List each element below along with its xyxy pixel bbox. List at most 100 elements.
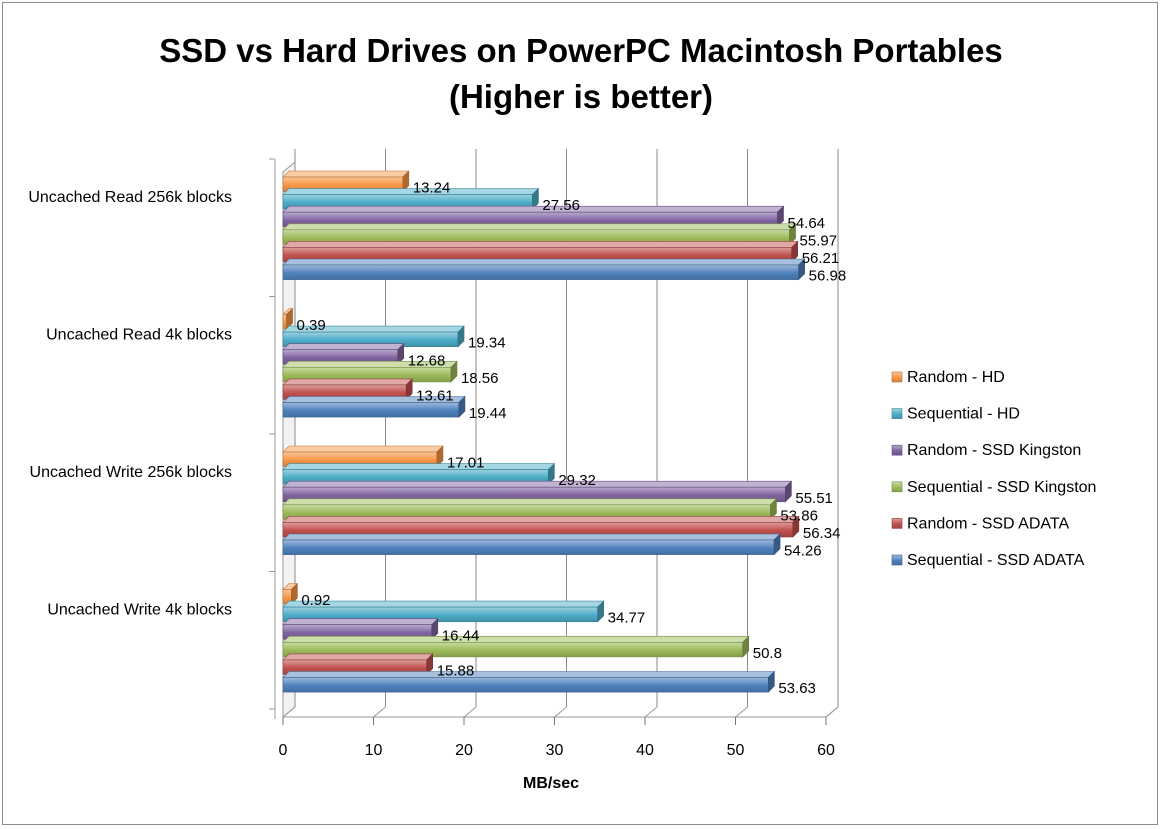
bar [282, 360, 458, 383]
bar-end [426, 653, 434, 676]
legend-label: Sequential - SSD ADATA [907, 552, 1085, 569]
bar [282, 258, 806, 281]
bar-top [282, 205, 785, 213]
bar-top [282, 480, 793, 488]
bar-end [785, 480, 792, 503]
data-label: 56.34 [803, 525, 841, 542]
bar-end [791, 240, 799, 263]
x-tick-label: 0 [279, 742, 288, 759]
bar-top [282, 533, 781, 541]
bar [282, 395, 466, 418]
bar [282, 600, 605, 623]
bar-end [402, 170, 410, 193]
legend-swatch [891, 371, 903, 383]
data-label: 56.21 [802, 250, 840, 267]
bar-end [792, 515, 800, 538]
bar [282, 617, 439, 641]
x-tick-label: 50 [727, 742, 745, 759]
data-label: 56.98 [809, 268, 847, 285]
bar-end [405, 378, 413, 401]
data-label: 0.39 [297, 317, 326, 334]
floor-line [282, 706, 296, 718]
bar [282, 533, 781, 556]
bar-end [532, 187, 539, 210]
bar [282, 325, 465, 348]
bar-top [282, 635, 750, 643]
category-label: Uncached Write 256k blocks [30, 464, 232, 481]
data-label: 15.88 [437, 663, 475, 680]
bar [282, 223, 797, 246]
bar-end [458, 395, 466, 418]
bar-top [282, 618, 439, 626]
data-label: 13.61 [416, 388, 454, 405]
bars [282, 170, 806, 693]
bar-end [742, 635, 750, 658]
bar [282, 342, 405, 366]
bar [282, 635, 750, 658]
bar-front [282, 539, 775, 555]
bar-top [282, 223, 797, 231]
legend-swatch [891, 444, 903, 456]
bar-front [282, 402, 460, 418]
bar-front [282, 314, 287, 330]
bar-top [282, 463, 556, 470]
bar-top [282, 600, 605, 608]
legend: Random - HD Sequential - HD Random - SSD K… [891, 369, 1096, 569]
bar-end [291, 582, 298, 605]
bar-end [768, 670, 775, 693]
data-label: 12.68 [408, 352, 446, 369]
bar-end [789, 223, 796, 246]
legend-label: Random - HD [907, 369, 1005, 386]
bar-top [282, 258, 806, 266]
axes: 0 10 20 30 40 50 60 Uncached Read 256k blocks Un… [28, 158, 835, 759]
bar-end [798, 258, 805, 281]
floor-line [463, 706, 477, 718]
category-label: Uncached Read 256k blocks [28, 189, 232, 206]
bar [282, 378, 413, 401]
data-label: 53.63 [778, 680, 816, 697]
data-label: 54.26 [784, 543, 822, 560]
floor-line [825, 706, 839, 718]
bar-top [282, 445, 444, 453]
bar-end [597, 600, 604, 623]
bar-end [773, 533, 781, 556]
bar [282, 653, 434, 676]
x-tick-label: 40 [636, 742, 654, 759]
floor-line [373, 706, 386, 718]
bar-end [431, 617, 439, 641]
data-label: 54.64 [787, 215, 825, 232]
bar-front [282, 677, 769, 693]
legend-label: Sequential - SSD Kingston [907, 479, 1096, 496]
category-label: Uncached Write 4k blocks [47, 601, 232, 618]
bar-end [770, 498, 777, 521]
legend-swatch [891, 518, 903, 529]
bar-end [397, 342, 405, 366]
x-tick-label: 10 [365, 742, 383, 759]
data-label: 34.77 [608, 610, 646, 627]
category-label: Uncached Read 4k blocks [46, 326, 232, 343]
bar [282, 445, 444, 468]
x-tick-label: 30 [546, 742, 564, 759]
bar [282, 205, 785, 228]
data-label: 0.92 [301, 592, 330, 609]
bar-end [286, 307, 293, 330]
data-label: 19.34 [468, 335, 506, 352]
chart-title-line-2: (Higher is better) [448, 78, 714, 115]
bar-front [282, 264, 799, 280]
data-label: 55.51 [795, 490, 833, 507]
x-tick-label: 60 [817, 742, 835, 759]
bar [282, 670, 776, 693]
legend-swatch [891, 481, 903, 493]
legend-swatch [891, 554, 903, 566]
bar [282, 240, 799, 263]
data-label: 19.44 [469, 405, 507, 422]
bar [282, 582, 299, 605]
bar-end [548, 462, 555, 485]
data-label: 50.8 [753, 645, 782, 662]
bar-top [282, 170, 410, 178]
bar [282, 307, 294, 330]
legend-label: Random - SSD Kingston [907, 442, 1081, 459]
bar [282, 515, 800, 538]
